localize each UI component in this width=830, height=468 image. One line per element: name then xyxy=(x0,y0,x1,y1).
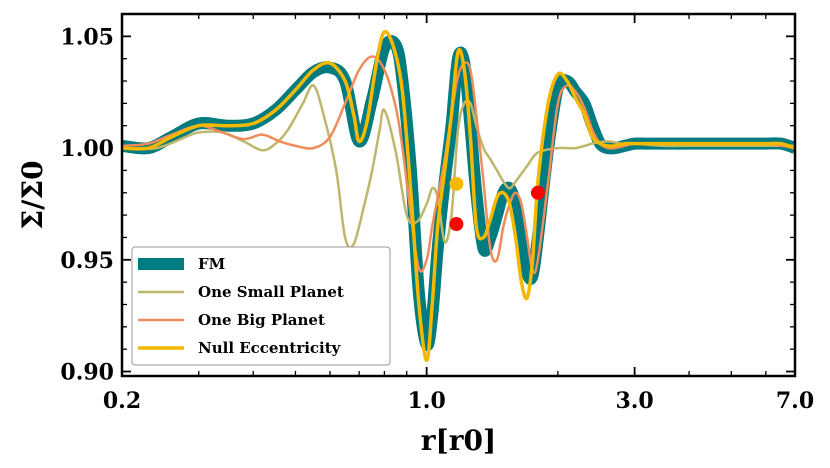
x-tick-label: 3.0 xyxy=(615,388,653,414)
series-line-one-small-planet xyxy=(122,84,795,249)
marker-layer xyxy=(449,176,545,232)
tick-labels: 0.2 1.0 3.0 7.0 0.90 0.95 1.00 1.05 xyxy=(60,24,814,414)
legend-box xyxy=(131,246,391,366)
x-axis-label: r[r0] xyxy=(421,424,496,457)
series-line-null-eccentricity xyxy=(122,29,795,363)
legend-label: One Big Planet xyxy=(198,311,325,329)
highlight-marker xyxy=(530,185,545,200)
legend-label: FM xyxy=(198,255,225,273)
legend-label: Null Eccentricity xyxy=(198,339,342,357)
series-layer xyxy=(122,29,795,363)
y-tick-label: 1.05 xyxy=(60,24,114,50)
x-tick-label: 0.2 xyxy=(103,388,141,414)
legend-label: One Small Planet xyxy=(198,283,344,301)
y-tick-label: 0.95 xyxy=(60,248,114,274)
legend: FM One Small Planet One Big Planet Null Ecc… xyxy=(131,246,391,366)
highlight-marker xyxy=(449,176,464,191)
y-tick-label: 1.00 xyxy=(60,136,114,162)
y-axis-label: Σ/Σ0 xyxy=(16,160,49,229)
highlight-marker xyxy=(449,217,464,232)
x-tick-label: 1.0 xyxy=(408,388,446,414)
plot-frame xyxy=(120,12,797,378)
x-tick-label: 7.0 xyxy=(776,388,814,414)
y-tick-label: 0.90 xyxy=(60,360,114,386)
